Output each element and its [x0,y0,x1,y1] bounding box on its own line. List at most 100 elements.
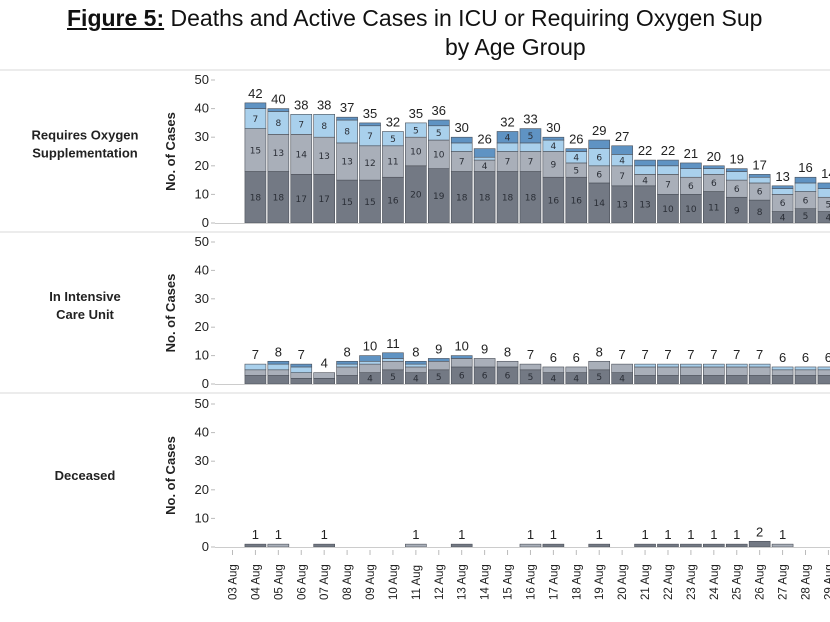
segment-label: 8 [757,208,763,218]
bar-segment [748,174,771,178]
bar-segment [657,366,679,376]
total-label: 14 [821,166,830,181]
x-tick-label: 14 Aug [480,564,492,600]
x-tick-label: 23 Aug [686,564,698,600]
bar-segment [725,168,748,172]
bar-segment [657,375,679,385]
segment-label: 4 [573,375,579,385]
total-label: 17 [752,157,766,172]
segment-label: 4 [619,156,625,166]
segment-label: 6 [596,153,602,163]
total-label: 8 [343,344,350,359]
bar-segment [450,358,473,368]
x-tick-label: 19 Aug [594,564,606,600]
segment-label: 15 [250,146,261,156]
bar-segment [496,142,519,152]
total-label: 4 [321,356,328,371]
segment-label: 16 [387,196,399,206]
title-line-1: Deaths and Active Cases in ICU or Requir… [170,5,763,31]
bar-segment [519,363,542,371]
bar-segment [657,165,679,175]
bar-segment [496,131,519,144]
segment-label: 7 [367,132,373,142]
segment-label: 6 [505,372,511,382]
segment-label: 9 [734,206,740,216]
segment-label: 6 [711,179,717,189]
bar-segment [359,122,381,127]
total-label: 6 [573,350,580,365]
bar-segment [725,363,748,368]
total-label: 1 [779,527,786,542]
segment-label: 18 [456,193,468,203]
bar-segment [267,363,290,371]
x-tick-label: 25 Aug [732,564,744,600]
bar-segment [359,355,381,362]
bar-segment [634,363,656,368]
bar-segment [748,363,771,368]
segment-label: 13 [273,149,284,159]
bar-segment [405,543,427,548]
segment-label: 5 [390,373,396,383]
segment-label: 4 [367,375,373,385]
segment-label: 15 [364,198,375,208]
x-tick-label: 09 Aug [365,564,377,600]
total-label: 9 [481,341,488,356]
total-label: 33 [523,112,537,127]
bar-segment [634,375,656,385]
bar-segment [267,369,290,376]
total-label: 1 [252,527,259,542]
total-label: 1 [550,527,557,542]
total-label: 19 [730,152,744,167]
segment-label: 5 [390,135,396,145]
bar-segment [748,176,771,184]
bar-segment [405,360,427,365]
segment-label: 10 [433,151,445,161]
bar-segment [382,352,404,359]
bar-segment [290,372,313,379]
x-tick-label: 15 Aug [503,564,515,600]
segment-label: 4 [619,375,625,385]
bar-segment [336,363,358,368]
total-label: 7 [710,347,717,362]
x-tick-label: 24 Aug [709,564,721,600]
total-label: 42 [248,86,262,101]
bar-segment [588,139,611,149]
total-label: 1 [641,527,648,542]
total-label: 1 [710,527,717,542]
bar-segment [244,375,267,385]
bar-segment [748,366,771,376]
total-label: 11 [386,336,400,351]
figure-label: Figure 5: [67,5,165,31]
segment-label: 6 [596,171,602,181]
total-label: 1 [412,527,419,542]
total-label: 7 [527,347,534,362]
bar-segment [313,114,335,138]
segment-label: 12 [364,159,375,169]
total-label: 30 [546,120,560,135]
bar-segment [267,375,290,385]
total-label: 38 [294,97,308,112]
total-label: 1 [596,527,603,542]
bar-segment [519,543,542,548]
y-axis-title: No. of Cases [163,274,178,353]
total-label: 35 [409,106,423,121]
bar-segment [771,369,794,376]
y-tick-label: 10 [195,186,209,201]
bar-segment [244,369,267,376]
row-label: Requires Oxygen Supplementation [32,128,139,161]
y-axis-title: No. of Cases [163,436,178,515]
total-label: 7 [687,347,694,362]
segment-label: 13 [639,201,650,211]
bar-segment [542,136,565,141]
y-tick-label: 40 [195,425,209,440]
x-tick-label: 16 Aug [525,564,537,600]
bar-segment [588,360,611,371]
bar-segment [427,358,450,362]
bar-segment [405,363,427,368]
bar-segment [817,182,830,189]
total-label: 10 [454,339,468,354]
segment-label: 8 [275,119,281,129]
total-label: 9 [435,341,442,356]
bar-segment [703,375,725,385]
bar-segment [290,363,313,368]
